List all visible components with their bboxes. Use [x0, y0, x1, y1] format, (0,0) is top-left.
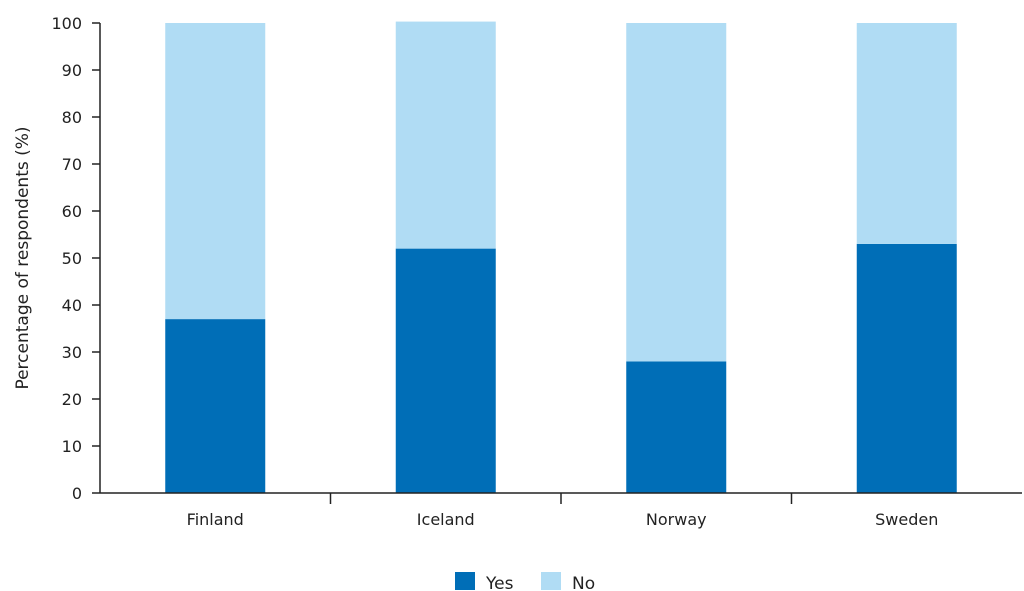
- x-tick-label: Norway: [646, 510, 707, 529]
- y-axis-title: Percentage of respondents (%): [13, 126, 33, 389]
- legend-label-yes: Yes: [485, 574, 514, 591]
- bar-no-iceland: [395, 21, 496, 249]
- y-tick-label: 0: [72, 484, 82, 503]
- bar-yes-iceland: [395, 248, 496, 493]
- bar-yes-norway: [626, 361, 727, 493]
- y-tick-label: 80: [62, 108, 82, 127]
- y-tick-label: 100: [51, 14, 82, 33]
- y-tick-label: 60: [62, 202, 82, 221]
- bar-yes-finland: [165, 319, 266, 493]
- x-ticks-group: Finland Iceland Norway Sweden: [187, 493, 938, 529]
- bar-yes-sweden: [856, 243, 957, 493]
- legend-swatch-yes: [455, 572, 475, 590]
- y-tick-label: 50: [62, 249, 82, 268]
- bar-no-finland: [165, 23, 266, 320]
- legend: Yes No: [455, 572, 595, 591]
- legend-label-no: No: [572, 574, 595, 591]
- bar-no-sweden: [856, 23, 957, 244]
- y-tick-label: 20: [62, 390, 82, 409]
- y-tick-label: 70: [62, 155, 82, 174]
- legend-swatch-no: [541, 572, 561, 590]
- y-tick-label: 90: [62, 61, 82, 80]
- y-tick-label: 30: [62, 343, 82, 362]
- bars-group: [165, 21, 957, 493]
- x-tick-label: Finland: [187, 510, 244, 529]
- bar-no-norway: [626, 23, 727, 362]
- x-tick-label: Iceland: [417, 510, 475, 529]
- y-tick-label: 40: [62, 296, 82, 315]
- x-tick-label: Sweden: [875, 510, 938, 529]
- y-tick-label: 10: [62, 437, 82, 456]
- y-ticks-group: 0 10 20 30 40 50 60 70 80 90 100: [51, 14, 100, 503]
